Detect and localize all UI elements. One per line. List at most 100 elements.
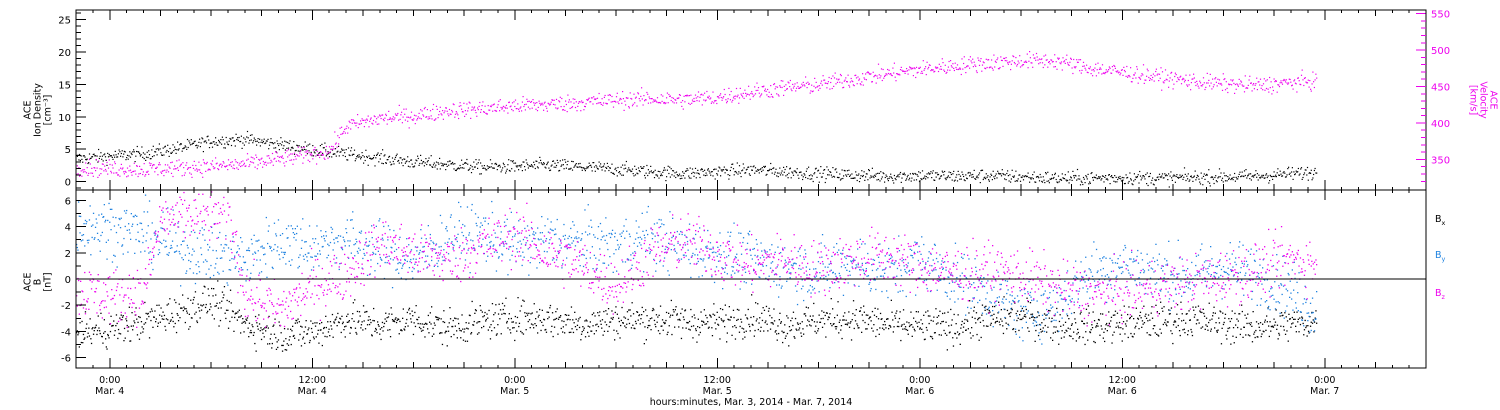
bx-point	[297, 318, 299, 320]
velocity-point	[899, 74, 901, 76]
bx-point	[896, 310, 898, 312]
bx-point	[1137, 317, 1139, 319]
bx-point	[821, 310, 823, 312]
density-point	[573, 166, 575, 168]
bx-point	[1038, 314, 1040, 317]
velocity-point	[480, 109, 482, 111]
bx-point	[1035, 329, 1037, 332]
bx-point	[798, 329, 800, 331]
density-point	[252, 140, 255, 142]
bx-point	[661, 325, 663, 327]
bx-point	[605, 324, 608, 326]
velocity-point	[900, 66, 902, 68]
bx-point	[516, 330, 518, 332]
density-point	[1178, 176, 1180, 179]
bx-point	[211, 314, 213, 316]
velocity-point	[1161, 71, 1164, 73]
velocity-point	[896, 73, 898, 75]
density-point	[1013, 175, 1015, 177]
density-point	[1064, 174, 1066, 176]
bx-point	[559, 316, 561, 318]
velocity-point	[243, 164, 245, 166]
velocity-point	[1169, 77, 1171, 79]
bx-point	[184, 321, 186, 324]
velocity-point	[141, 168, 143, 171]
velocity-point	[1127, 75, 1129, 77]
bx-point	[466, 340, 469, 342]
velocity-point	[585, 103, 587, 105]
bx-point	[661, 319, 664, 321]
velocity-point	[565, 103, 567, 106]
bx-point	[137, 321, 139, 323]
bx-point	[430, 323, 432, 325]
velocity-point	[939, 68, 941, 70]
velocity-point	[862, 84, 864, 86]
velocity-point	[622, 98, 624, 100]
velocity-point	[587, 99, 589, 101]
density-point	[621, 174, 623, 176]
velocity-point	[265, 161, 267, 163]
velocity-point	[120, 167, 122, 169]
velocity-point	[972, 58, 974, 60]
bx-point	[895, 312, 897, 314]
velocity-point	[1044, 64, 1046, 66]
bx-point	[783, 331, 785, 333]
velocity-point	[485, 112, 487, 114]
density-point	[394, 158, 396, 160]
density-point	[505, 172, 507, 174]
velocity-point	[308, 152, 310, 154]
velocity-point	[672, 101, 674, 103]
density-point	[732, 168, 735, 170]
bx-point	[248, 336, 250, 338]
density-point	[125, 159, 127, 161]
density-point	[437, 162, 439, 164]
bx-point	[926, 329, 928, 331]
bx-point	[904, 328, 906, 330]
bx-point	[406, 318, 408, 321]
density-point	[248, 142, 250, 144]
bx-point	[1048, 309, 1050, 312]
velocity-point	[202, 176, 204, 178]
density-point	[1110, 176, 1112, 178]
bx-point	[780, 322, 782, 324]
velocity-point	[448, 115, 450, 117]
velocity-point	[1011, 60, 1013, 62]
density-point	[692, 171, 694, 173]
velocity-point	[1251, 90, 1253, 92]
density-point	[145, 159, 147, 161]
density-point	[1224, 180, 1227, 182]
velocity-point	[210, 162, 212, 165]
density-point	[1227, 176, 1229, 178]
bx-point	[263, 336, 265, 338]
density-point	[1288, 173, 1290, 175]
density-point	[263, 138, 265, 140]
density-point	[1209, 185, 1211, 187]
bx-point	[326, 336, 328, 338]
density-point	[1156, 176, 1158, 179]
density-point	[676, 174, 678, 176]
density-point	[1051, 174, 1053, 176]
velocity-point	[884, 75, 886, 77]
velocity-point	[720, 96, 722, 99]
bx-point	[1116, 322, 1118, 324]
bx-point	[1135, 307, 1137, 309]
density-point	[1272, 175, 1274, 177]
density-point	[422, 161, 424, 163]
density-point	[972, 176, 974, 178]
density-point	[651, 172, 653, 174]
velocity-point	[1149, 78, 1151, 80]
density-point	[413, 165, 416, 167]
bx-point	[904, 326, 907, 328]
bx-point	[76, 332, 78, 334]
density-point	[682, 175, 684, 177]
velocity-point	[1029, 57, 1031, 59]
bx-point	[578, 326, 581, 329]
velocity-point	[944, 64, 946, 66]
density-point	[489, 166, 491, 168]
bx-point	[240, 332, 242, 334]
bx-point	[1236, 318, 1238, 320]
velocity-point	[1196, 83, 1198, 85]
density-point	[525, 159, 527, 161]
velocity-point	[766, 94, 768, 96]
bx-point	[954, 333, 957, 335]
